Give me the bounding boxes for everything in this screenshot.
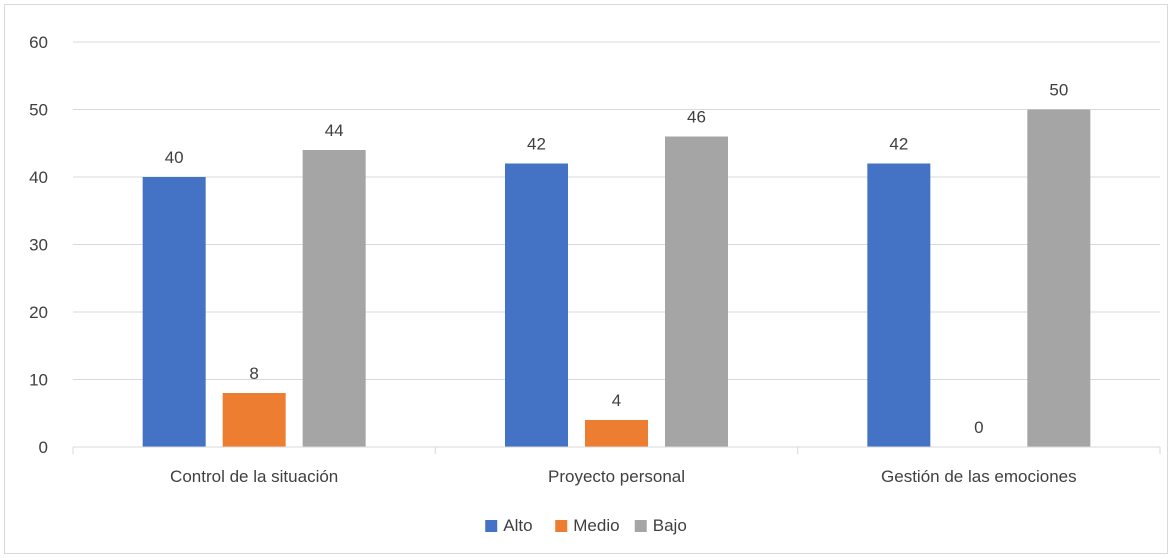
legend-label-bajo: Bajo [653, 516, 687, 535]
y-tick-label: 40 [29, 168, 48, 187]
bar-bajo [1027, 109, 1091, 447]
data-label: 40 [165, 148, 184, 167]
x-axis: Control de la situación Proyecto personal… [72, 446, 1161, 486]
legend-label-medio: Medio [573, 516, 619, 535]
bar-alto [867, 163, 931, 447]
y-tick-label: 0 [39, 438, 48, 457]
bar-medio [222, 393, 286, 447]
y-tick-label: 30 [29, 236, 48, 255]
bar-alto [505, 163, 568, 447]
gridlines [73, 41, 1160, 380]
y-tick-label: 50 [29, 101, 48, 120]
y-tick-label: 10 [29, 371, 48, 390]
data-label: 44 [325, 121, 344, 140]
x-tick-label: Gestión de las emociones [881, 467, 1077, 486]
legend-swatch-medio [555, 520, 568, 532]
legend-swatch-bajo [634, 520, 647, 532]
y-tick-label: 20 [29, 303, 48, 322]
bar-medio [585, 420, 648, 447]
legend-swatch-alto [485, 520, 498, 532]
data-label: 4 [612, 391, 621, 410]
data-label: 42 [527, 135, 546, 154]
data-label: 42 [889, 135, 908, 154]
data-label: 8 [249, 364, 258, 383]
data-label: 0 [974, 418, 983, 437]
data-label: 46 [687, 108, 706, 127]
bar-bajo [302, 150, 366, 447]
y-axis: 0 10 20 30 40 50 60 [29, 33, 48, 457]
bars [142, 109, 1091, 447]
y-tick-label: 60 [29, 33, 48, 52]
x-tick-label: Control de la situación [170, 467, 338, 486]
data-labels: 40 8 44 42 4 46 42 0 50 [165, 81, 1069, 438]
bar-alto [142, 177, 206, 447]
data-label: 50 [1049, 81, 1068, 100]
x-tick-label: Proyecto personal [548, 467, 685, 486]
bar-bajo [665, 136, 728, 447]
legend: Alto Medio Bajo [485, 516, 687, 535]
legend-label-alto: Alto [503, 516, 532, 535]
